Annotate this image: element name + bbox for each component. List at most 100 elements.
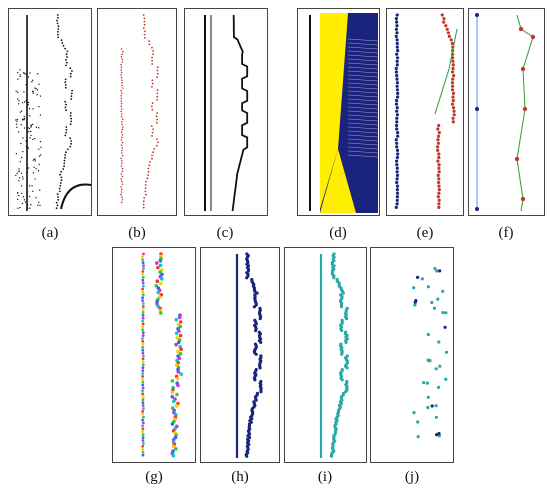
wall-point [151,59,153,62]
noise-point [19,207,21,209]
right-wall-point [253,289,257,293]
left-point [121,160,123,162]
noise-point [30,134,32,136]
left-point [121,180,123,183]
right-segment-point [446,31,450,35]
left-point [120,56,123,58]
right-segment-point [437,155,441,160]
right-segment-point [451,116,455,120]
wall-point [57,36,59,39]
noise-point [17,71,19,74]
noise-point [21,172,23,174]
left-point [141,308,145,311]
right-segment-point [437,205,441,209]
wall-point [152,50,154,52]
left-point [120,63,122,66]
sparse-point [443,325,447,329]
left-point [141,392,145,396]
right-segment-point [452,113,456,117]
right-wall-point [332,276,336,280]
right-segment-point [450,81,454,85]
noise-point [32,92,34,94]
left-point [141,319,144,323]
noise-point [32,159,34,161]
bottom-arc [60,183,92,210]
right-fit-line [516,14,534,212]
left-point [121,126,124,128]
left-point [120,191,123,193]
wall-point [65,53,68,56]
caption-d: (d) [329,225,347,241]
noise-point [40,146,42,148]
wall-point [149,161,151,163]
wall-point [156,72,159,75]
match-line [347,122,379,126]
left-point [141,389,144,393]
wall-point [147,174,149,177]
left-point [120,201,123,204]
wall-point [151,108,154,111]
left-point [120,186,122,188]
noise-point [38,148,40,150]
noise-point [20,142,22,145]
noise-point [25,140,27,142]
right-segment-point [437,202,441,206]
left-point [142,407,145,410]
left-point [141,275,145,279]
right-point [170,390,175,395]
left-segment-point [396,56,400,60]
left-point [141,342,145,346]
noise-point [22,118,24,120]
noise-point [37,204,39,206]
right-wall-point [329,454,334,458]
wall-point [70,117,73,120]
right-point [179,372,183,376]
right-segment-point [452,74,456,78]
wall-point [151,79,154,82]
left-point [121,136,123,139]
match-line [347,54,379,58]
left-point [120,69,123,71]
caption-g: (g) [145,469,163,485]
right-point [160,277,164,281]
noise-point [18,131,20,133]
noise-point [18,170,20,172]
right-segment-point [445,27,449,31]
left-point [141,322,145,326]
left-point [141,366,145,370]
panel-h-plot [235,252,263,458]
right-point [176,383,180,388]
left-segment-point [395,123,399,128]
wall-point [69,72,72,75]
wall-point [148,164,151,167]
noise-point [34,137,36,140]
match-line [347,154,379,158]
left-point [121,149,123,152]
panel-e-segments [386,8,464,216]
left-point [141,345,144,349]
left-segment-point [395,106,399,110]
sparse-point [441,311,445,315]
wall-point [142,27,145,29]
right-node [514,156,520,162]
right-segment-point [451,120,455,124]
wall-point [65,109,67,112]
sparse-point [437,385,441,389]
noise-point [34,178,36,180]
right-node [522,106,528,112]
left-point [141,316,145,320]
left-segment-point [395,148,400,152]
left-segment-point [395,52,399,56]
noise-point [17,98,19,100]
wall-point [70,98,73,100]
right-segment-point [451,91,456,95]
sparse-point [438,269,442,273]
caption-a: (a) [41,225,59,241]
panel-h-navy [200,247,280,463]
right-segment-point [451,59,455,63]
right-point [155,261,159,265]
noise-point [25,73,27,75]
left-segment-point [394,205,398,209]
noise-point [38,163,40,166]
wall-point [66,50,69,53]
